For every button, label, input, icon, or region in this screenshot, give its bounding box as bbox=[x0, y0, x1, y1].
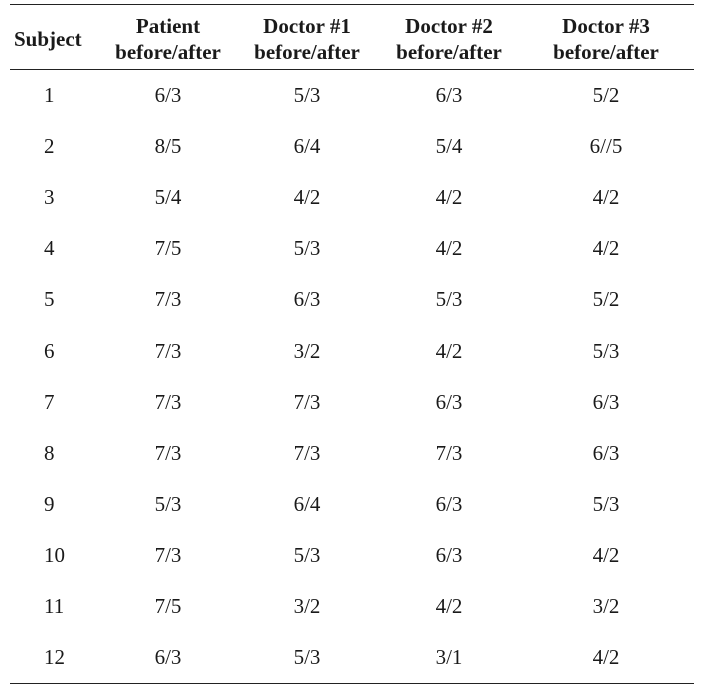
doctor-1-cell: 5/3 bbox=[293, 645, 321, 670]
doctor-3-cell: 4/2 bbox=[592, 543, 620, 568]
table-row: 11 7/5 3/2 4/2 3/2 bbox=[10, 581, 694, 632]
doctor-3-cell: 6/3 bbox=[592, 389, 620, 414]
doctor-1-cell: 3/2 bbox=[293, 594, 321, 619]
header-doctor-2-subtitle: before/after bbox=[396, 40, 502, 64]
doctor-1-cell: 6/4 bbox=[293, 133, 321, 158]
doctor-3-cell: 4/2 bbox=[592, 184, 620, 209]
doctor-2-cell: 6/3 bbox=[435, 492, 463, 517]
header-doctor-1-title: Doctor #1 bbox=[263, 14, 351, 38]
doctor-1-cell: 5/3 bbox=[293, 236, 321, 261]
patient-cell: 7/3 bbox=[154, 440, 182, 465]
header-row: Subject Patient before/after Doctor #1 b… bbox=[10, 4, 694, 70]
doctor-2-cell: 3/1 bbox=[435, 645, 463, 670]
header-doctor-3-title: Doctor #3 bbox=[562, 14, 650, 38]
patient-cell: 5/3 bbox=[154, 492, 182, 517]
table-row: 4 7/5 5/3 4/2 4/2 bbox=[10, 223, 694, 274]
table-row: 9 5/3 6/4 6/3 5/3 bbox=[10, 479, 694, 530]
doctor-2-cell: 6/3 bbox=[435, 82, 463, 107]
ratings-table-container: Subject Patient before/after Doctor #1 b… bbox=[10, 4, 694, 684]
table-row: 1 6/3 5/3 6/3 5/2 bbox=[10, 70, 694, 121]
header-doctor-3: Doctor #3 before/after bbox=[518, 5, 694, 70]
doctor-1-cell: 3/2 bbox=[293, 338, 321, 363]
subject-cell: 2 bbox=[44, 133, 55, 158]
doctor-3-cell: 5/3 bbox=[592, 492, 620, 517]
patient-cell: 6/3 bbox=[154, 645, 182, 670]
doctor-1-cell: 6/3 bbox=[293, 287, 321, 312]
doctor-3-cell: 3/2 bbox=[592, 594, 620, 619]
header-doctor-1: Doctor #1 before/after bbox=[234, 5, 380, 70]
subject-cell: 5 bbox=[44, 287, 55, 312]
doctor-3-cell: 5/3 bbox=[592, 338, 620, 363]
subject-cell: 11 bbox=[44, 594, 65, 619]
doctor-3-cell: 6/3 bbox=[592, 440, 620, 465]
table-row: 8 7/3 7/3 7/3 6/3 bbox=[10, 428, 694, 479]
doctor-3-cell: 4/2 bbox=[592, 236, 620, 261]
patient-cell: 6/3 bbox=[154, 82, 182, 107]
header-doctor-2-title: Doctor #2 bbox=[405, 14, 493, 38]
subject-cell: 12 bbox=[44, 645, 65, 670]
subject-cell: 3 bbox=[44, 184, 55, 209]
table-row: 2 8/5 6/4 5/4 6//5 bbox=[10, 121, 694, 172]
table-row: 10 7/3 5/3 6/3 4/2 bbox=[10, 530, 694, 581]
table-row: 5 7/3 6/3 5/3 5/2 bbox=[10, 274, 694, 325]
doctor-1-cell: 5/3 bbox=[293, 82, 321, 107]
patient-cell: 8/5 bbox=[154, 133, 182, 158]
patient-cell: 7/5 bbox=[154, 594, 182, 619]
subject-cell: 6 bbox=[44, 338, 55, 363]
doctor-2-cell: 4/2 bbox=[435, 236, 463, 261]
patient-cell: 7/3 bbox=[154, 338, 182, 363]
ratings-table: Subject Patient before/after Doctor #1 b… bbox=[10, 4, 694, 684]
header-subject: Subject bbox=[10, 5, 102, 70]
table-row: 6 7/3 3/2 4/2 5/3 bbox=[10, 325, 694, 376]
doctor-1-cell: 5/3 bbox=[293, 543, 321, 568]
table-row: 3 5/4 4/2 4/2 4/2 bbox=[10, 172, 694, 223]
header-doctor-2: Doctor #2 before/after bbox=[380, 5, 518, 70]
doctor-3-cell: 4/2 bbox=[592, 645, 620, 670]
table-header: Subject Patient before/after Doctor #1 b… bbox=[10, 4, 694, 70]
table-body: 1 6/3 5/3 6/3 5/2 2 8/5 6/4 5/4 6//5 3 5/4 4/2 4/2 4/2… bbox=[10, 70, 694, 684]
table-row: 12 6/3 5/3 3/1 4/2 bbox=[10, 633, 694, 684]
doctor-1-cell: 7/3 bbox=[293, 440, 321, 465]
patient-cell: 7/3 bbox=[154, 287, 182, 312]
doctor-1-cell: 7/3 bbox=[293, 389, 321, 414]
subject-cell: 7 bbox=[44, 389, 55, 414]
subject-cell: 1 bbox=[44, 82, 55, 107]
patient-cell: 7/3 bbox=[154, 389, 182, 414]
header-doctor-1-subtitle: before/after bbox=[254, 40, 360, 64]
doctor-3-cell: 6//5 bbox=[589, 133, 623, 158]
header-subject-label: Subject bbox=[14, 27, 82, 51]
doctor-1-cell: 4/2 bbox=[293, 184, 321, 209]
subject-cell: 10 bbox=[44, 543, 65, 568]
patient-cell: 7/3 bbox=[154, 543, 182, 568]
doctor-2-cell: 5/4 bbox=[435, 133, 463, 158]
patient-cell: 5/4 bbox=[154, 184, 182, 209]
doctor-2-cell: 6/3 bbox=[435, 389, 463, 414]
subject-cell: 9 bbox=[44, 492, 55, 517]
doctor-3-cell: 5/2 bbox=[592, 287, 620, 312]
header-patient: Patient before/after bbox=[102, 5, 234, 70]
doctor-2-cell: 4/2 bbox=[435, 184, 463, 209]
doctor-2-cell: 7/3 bbox=[435, 440, 463, 465]
doctor-2-cell: 4/2 bbox=[435, 594, 463, 619]
header-patient-title: Patient bbox=[135, 14, 201, 38]
subject-cell: 8 bbox=[44, 440, 55, 465]
header-patient-subtitle: before/after bbox=[115, 40, 221, 64]
doctor-2-cell: 6/3 bbox=[435, 543, 463, 568]
header-doctor-3-subtitle: before/after bbox=[553, 40, 659, 64]
patient-cell: 7/5 bbox=[154, 236, 182, 261]
doctor-1-cell: 6/4 bbox=[293, 492, 321, 517]
table-row: 7 7/3 7/3 6/3 6/3 bbox=[10, 377, 694, 428]
subject-cell: 4 bbox=[44, 236, 55, 261]
doctor-3-cell: 5/2 bbox=[592, 82, 620, 107]
doctor-2-cell: 4/2 bbox=[435, 338, 463, 363]
doctor-2-cell: 5/3 bbox=[435, 287, 463, 312]
